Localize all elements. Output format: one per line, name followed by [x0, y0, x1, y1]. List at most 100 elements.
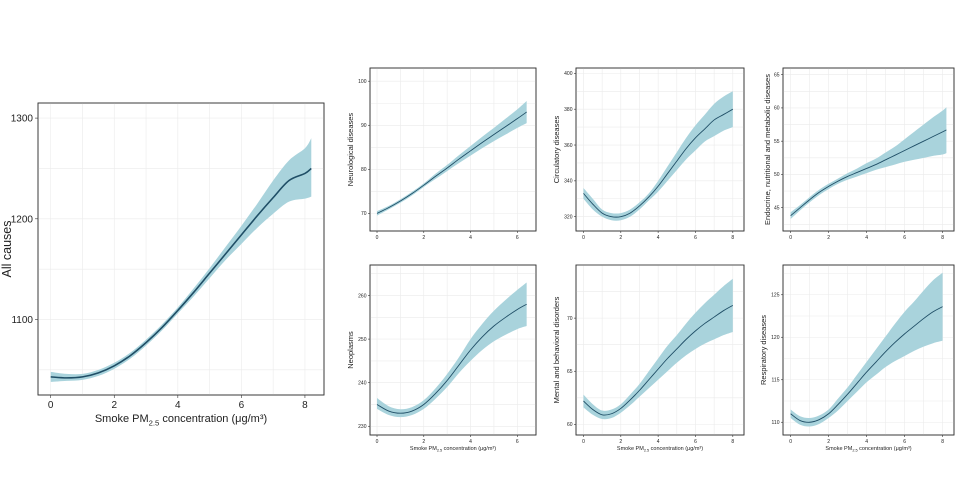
- confidence-band: [790, 107, 947, 220]
- fitted-curve: [50, 167, 312, 379]
- fitted-curve: [583, 108, 734, 218]
- x-tick-label: 0: [582, 439, 585, 445]
- y-tick-label: 320: [564, 214, 573, 220]
- confidence-band: [583, 91, 733, 221]
- x-tick-label: 2: [422, 439, 425, 445]
- y-tick-label: 1100: [11, 315, 33, 326]
- y-axis-label: Neurological diseases: [346, 113, 355, 187]
- panel-border: [369, 264, 537, 436]
- y-tick-label: 110: [772, 420, 780, 426]
- x-tick-label: 0: [789, 235, 792, 241]
- panel-border: [782, 264, 955, 436]
- y-tick-label: 90: [361, 123, 367, 129]
- y-tick-label: 1200: [11, 214, 34, 225]
- x-tick-label: 0: [789, 439, 792, 445]
- chart-neurological: 0 2 4 6 70 80 90 100 Neurological diseases: [346, 67, 537, 241]
- x-tick-label: 4: [657, 235, 660, 241]
- confidence-band: [377, 282, 527, 418]
- x-tick-label: 6: [903, 439, 906, 445]
- y-tick-label: 45: [774, 205, 780, 211]
- x-tick-label: 6: [239, 400, 245, 411]
- y-tick-label: 100: [358, 79, 367, 85]
- x-tick-label: 4: [175, 400, 181, 411]
- x-tick-label: 8: [731, 439, 734, 445]
- chart-all-causes: 0 2 4 6 8 1100 1200 1300 All causes Smoke PM2.5 c…: [0, 102, 325, 427]
- x-tick-label: 0: [376, 439, 379, 445]
- y-tick-label: 65: [774, 72, 780, 78]
- panel-border: [782, 67, 955, 232]
- y-tick-label: 70: [361, 211, 367, 217]
- y-tick-label: 125: [771, 293, 780, 299]
- fitted-curve: [790, 306, 943, 423]
- y-tick-label: 250: [358, 337, 367, 343]
- panel-border: [575, 264, 745, 436]
- x-axis-label: Smoke PM2.5 concentration (μg/m³): [410, 446, 496, 453]
- y-tick-label: 80: [361, 167, 367, 173]
- y-tick-label: 60: [774, 106, 780, 112]
- x-axis-label: Smoke PM2.5 concentration (μg/m³): [825, 446, 911, 453]
- x-tick-label: 0: [582, 235, 585, 241]
- y-axis-label: Mental and behavioral disorders: [552, 296, 561, 403]
- panel-background: [369, 264, 537, 436]
- x-axis-label: Smoke PM2.5 concentration (μg/m³): [617, 446, 703, 453]
- panel-border: [575, 67, 745, 232]
- panel-background: [369, 67, 537, 232]
- y-tick-label: 70: [567, 316, 573, 322]
- x-tick-label: 2: [619, 439, 622, 445]
- fitted-curve: [376, 111, 527, 214]
- x-tick-label: 4: [469, 439, 472, 445]
- fitted-curve: [583, 304, 734, 416]
- y-axis-label: Respiratory diseases: [759, 315, 768, 385]
- y-tick-label: 260: [358, 293, 367, 299]
- x-tick-label: 6: [903, 235, 906, 241]
- confidence-band: [790, 272, 943, 427]
- y-tick-label: 60: [567, 422, 573, 428]
- x-tick-label: 2: [619, 235, 622, 241]
- x-tick-label: 8: [941, 235, 944, 241]
- y-axis-label: Circulatory diseases: [552, 115, 561, 183]
- x-tick-label: 2: [827, 235, 830, 241]
- y-tick-label: 115: [772, 378, 780, 384]
- fitted-curve: [376, 303, 527, 414]
- y-tick-label: 360: [564, 143, 573, 149]
- panel-border: [37, 102, 325, 396]
- x-tick-label: 2: [111, 400, 117, 411]
- y-tick-label: 50: [774, 172, 780, 178]
- fitted-curve: [790, 129, 947, 217]
- x-tick-label: 8: [302, 400, 308, 411]
- y-tick-label: 240: [358, 380, 367, 386]
- panel-background: [575, 67, 745, 232]
- x-tick-label: 6: [516, 235, 519, 241]
- y-tick-label: 120: [771, 335, 780, 341]
- x-tick-label: 8: [941, 439, 944, 445]
- x-tick-label: 4: [865, 439, 868, 445]
- chart-respiratory: 0 2 4 6 8 110 115 120 125 Respiratory diseases Smo…: [759, 264, 955, 453]
- chart-circulatory: 0 2 4 6 8 320 340 360 380 400 Circulatory diseases: [552, 67, 745, 241]
- x-tick-label: 8: [731, 235, 734, 241]
- x-tick-label: 6: [694, 439, 697, 445]
- x-tick-label: 4: [657, 439, 660, 445]
- x-tick-label: 4: [865, 235, 868, 241]
- y-tick-label: 380: [564, 107, 573, 113]
- confidence-band: [583, 278, 733, 420]
- panel-border: [369, 67, 537, 232]
- y-tick-label: 340: [564, 179, 573, 185]
- y-tick-label: 1300: [11, 114, 34, 125]
- chart-mental: 0 2 4 6 8 60 65 70 Mental and behavioral disorde…: [552, 264, 745, 453]
- y-tick-label: 55: [774, 139, 780, 145]
- x-tick-label: 0: [48, 400, 54, 411]
- panel-background: [37, 102, 325, 396]
- x-tick-label: 6: [516, 439, 519, 445]
- y-axis-label: All causes: [0, 221, 14, 278]
- y-tick-label: 65: [567, 369, 573, 375]
- y-axis-label: Neoplasms: [346, 331, 355, 369]
- x-tick-label: 0: [376, 235, 379, 241]
- x-tick-label: 4: [469, 235, 472, 241]
- x-tick-label: 2: [827, 439, 830, 445]
- y-tick-label: 230: [358, 424, 367, 430]
- chart-neoplasms: 0 2 4 6 230 240 250 260 Neoplasms Smoke PM2.5 con…: [346, 264, 537, 453]
- x-tick-label: 2: [422, 235, 425, 241]
- y-tick-label: 400: [564, 71, 573, 77]
- y-axis-label: Endocrine, nutritional and metabolic dis…: [763, 74, 772, 225]
